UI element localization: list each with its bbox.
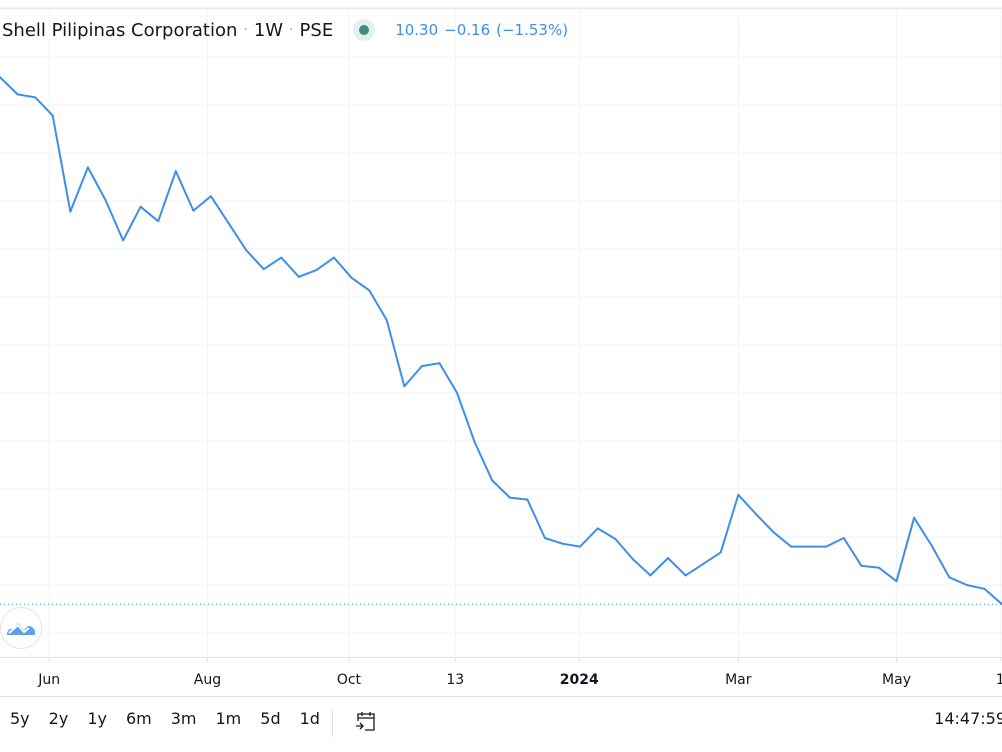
- data-point: [508, 496, 511, 499]
- calendar-goto-icon[interactable]: [354, 709, 378, 733]
- x-tick-label: Aug: [194, 672, 221, 688]
- toolbar-divider: [332, 709, 333, 737]
- data-point: [790, 545, 793, 548]
- data-point: [649, 574, 652, 577]
- data-point: [34, 96, 37, 99]
- price-change: −0.16: [444, 21, 491, 39]
- data-point: [473, 440, 476, 443]
- data-point: [877, 566, 880, 569]
- range-5d[interactable]: 5d: [260, 709, 281, 728]
- data-point: [543, 536, 546, 539]
- price-line: [0, 76, 1002, 605]
- clock[interactable]: 14:47:59: [934, 709, 1002, 728]
- data-point: [631, 558, 634, 561]
- data-point: [104, 199, 107, 202]
- range-3m[interactable]: 3m: [170, 709, 197, 728]
- data-point: [895, 580, 898, 583]
- data-point: [965, 584, 968, 586]
- range-buttons: 5y 2y 1y 6m 3m 1m 5d 1d: [10, 709, 339, 728]
- data-point: [192, 209, 195, 212]
- symbol-name[interactable]: Shell Pilipinas Corporation: [2, 19, 238, 41]
- data-point: [420, 365, 423, 368]
- x-tick-label: 13: [446, 672, 464, 688]
- price-chart[interactable]: Jun Aug Oct 13 2024 Mar May 1: [0, 0, 1002, 695]
- data-point: [69, 210, 72, 213]
- data-point: [737, 493, 740, 496]
- range-6m[interactable]: 6m: [125, 709, 152, 728]
- range-1m[interactable]: 1m: [215, 709, 242, 728]
- exchange: PSE: [299, 19, 334, 41]
- data-point: [719, 551, 722, 554]
- data-point: [297, 275, 300, 278]
- data-point: [807, 545, 810, 548]
- price-change-percent: (−1.53%): [496, 21, 569, 39]
- data-point: [772, 531, 775, 534]
- data-point: [333, 256, 335, 259]
- range-1y[interactable]: 1y: [87, 709, 107, 728]
- data-point: [139, 205, 142, 208]
- data-point: [702, 562, 705, 565]
- chart-legend: Shell Pilipinas Corporation · 1W · PSE 1…: [2, 17, 574, 43]
- bottom-toolbar: 5y 2y 1y 6m 3m 1m 5d 1d 14:47:59: [0, 696, 1002, 752]
- data-point: [596, 527, 599, 530]
- separator: ·: [243, 22, 248, 38]
- market-open-dot: [359, 25, 370, 35]
- data-point: [51, 114, 54, 117]
- data-point: [86, 166, 89, 169]
- data-point: [913, 516, 916, 519]
- data-point: [262, 268, 265, 271]
- market-status-icon[interactable]: [353, 19, 376, 41]
- data-point: [122, 239, 125, 242]
- data-point: [930, 544, 933, 547]
- data-point: [983, 587, 986, 590]
- interval[interactable]: 1W: [253, 19, 284, 41]
- x-tick-label: 2024: [560, 672, 599, 688]
- separator: ·: [289, 22, 294, 38]
- data-point: [368, 289, 371, 292]
- range-5y[interactable]: 5y: [10, 709, 30, 728]
- data-point: [438, 362, 441, 365]
- data-point: [754, 512, 757, 515]
- data-point: [825, 545, 828, 548]
- data-point: [403, 385, 406, 388]
- price-points: [0, 76, 1002, 606]
- range-2y[interactable]: 2y: [48, 709, 69, 728]
- x-tick-label: Oct: [337, 672, 362, 688]
- data-point: [526, 498, 529, 501]
- data-point: [684, 574, 687, 577]
- time-axis[interactable]: Jun Aug Oct 13 2024 Mar May 1: [37, 658, 1002, 688]
- range-1d[interactable]: 1d: [299, 709, 320, 728]
- data-point: [456, 392, 459, 394]
- data-point: [16, 93, 19, 96]
- tradingview-logo-icon[interactable]: [0, 607, 42, 649]
- data-point: [385, 319, 388, 322]
- data-point: [315, 269, 318, 272]
- data-point: [860, 564, 863, 567]
- x-tick-label: May: [882, 672, 911, 688]
- data-point: [174, 170, 177, 173]
- x-tick-label: Jun: [37, 672, 60, 688]
- data-point: [209, 195, 212, 198]
- horizontal-gridlines: [0, 8, 1002, 634]
- data-point: [280, 256, 283, 259]
- last-price: 10.30: [395, 21, 439, 39]
- data-point: [842, 536, 845, 539]
- data-point: [561, 542, 564, 545]
- data-point: [245, 248, 248, 251]
- data-point: [614, 537, 617, 540]
- data-point: [157, 220, 160, 223]
- data-point: [350, 276, 353, 279]
- x-tick-label: 1: [996, 672, 1002, 688]
- x-tick-label: Mar: [725, 672, 752, 688]
- data-point: [579, 545, 582, 548]
- data-point: [948, 576, 951, 579]
- vertical-gridlines: [48, 8, 1001, 657]
- data-point: [491, 479, 494, 482]
- data-point: [667, 557, 669, 560]
- data-point: [0, 76, 1, 79]
- price-values: 10.30 −0.16 (−1.53%): [395, 21, 574, 39]
- data-point: [227, 222, 230, 225]
